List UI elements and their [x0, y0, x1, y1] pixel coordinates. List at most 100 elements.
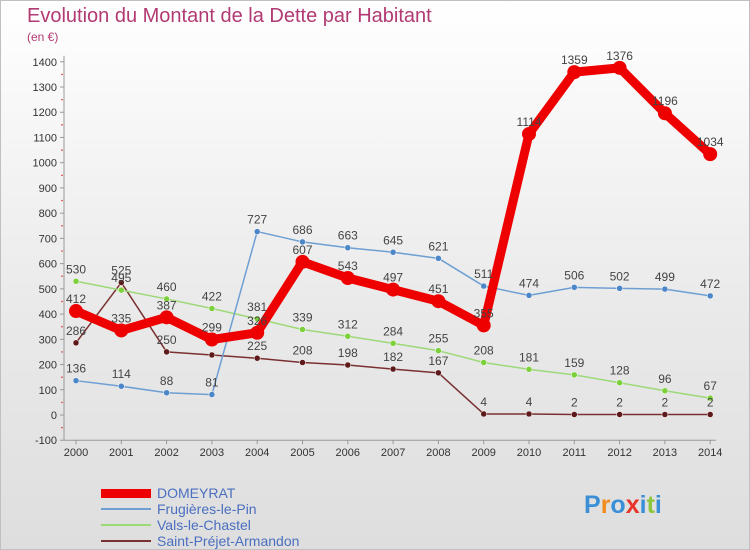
data-point [118, 286, 125, 294]
data-point [612, 60, 627, 75]
data-point [480, 359, 487, 366]
data-label: 67 [704, 379, 718, 393]
data-point [703, 147, 718, 162]
data-label: 530 [66, 262, 86, 276]
y-tick-label: 1300 [33, 82, 57, 94]
data-label: 381 [247, 300, 267, 314]
data-label: 1196 [652, 94, 678, 108]
data-label: 225 [247, 339, 267, 353]
data-label: 339 [292, 310, 312, 324]
legend-swatch-frugieres [101, 508, 151, 510]
data-point [340, 271, 355, 286]
data-label: 2 [662, 395, 669, 409]
data-point [567, 65, 582, 80]
data-label: 451 [428, 282, 448, 296]
data-label: 208 [474, 344, 494, 358]
chart-unit-label: (en €) [27, 30, 59, 44]
data-label: 2 [571, 395, 578, 409]
data-point [72, 377, 80, 384]
data-label: 495 [111, 271, 131, 285]
data-label: 607 [292, 243, 312, 257]
legend-label-vals: Vals-le-Chastel [157, 517, 251, 533]
data-label: 299 [202, 321, 222, 335]
data-point [706, 411, 714, 418]
data-point [522, 126, 536, 141]
y-tick-label: 1000 [33, 158, 57, 170]
logo-letter: t [646, 491, 655, 519]
data-label: 2 [707, 395, 714, 409]
legend-item-vals: Vals-le-Chastel [101, 517, 299, 533]
data-point [118, 279, 125, 286]
y-tick-label: 1100 [33, 132, 57, 144]
data-label: 136 [66, 362, 86, 376]
data-label: 250 [157, 333, 177, 347]
data-point [389, 340, 397, 347]
data-point [616, 379, 623, 386]
data-point [661, 411, 669, 418]
data-label: 511 [474, 267, 493, 281]
data-point [299, 359, 306, 366]
legend-label-saint-prejet: Saint-Préjet-Armandon [157, 533, 300, 549]
data-label: 460 [157, 280, 177, 294]
x-tick-label: 2001 [109, 447, 133, 459]
data-label: 335 [111, 311, 131, 325]
y-tick-label: 700 [39, 233, 57, 245]
data-point [118, 382, 125, 390]
x-tick-label: 2003 [200, 447, 224, 459]
y-minor-tick [61, 149, 63, 151]
data-label: 412 [66, 292, 86, 306]
data-label: 312 [338, 317, 358, 331]
data-label: 1034 [697, 135, 724, 149]
data-label: 286 [66, 324, 86, 338]
data-label: 502 [610, 269, 630, 283]
x-tick-label: 2000 [64, 447, 88, 459]
y-tick-label: 500 [39, 284, 57, 296]
data-point [253, 228, 261, 235]
legend-item-saint-prejet: Saint-Préjet-Armandon [101, 533, 299, 549]
data-point [525, 410, 533, 418]
data-point [69, 304, 83, 319]
data-point [344, 244, 352, 251]
y-minor-tick [61, 174, 63, 177]
data-point [344, 361, 352, 369]
y-tick-label: 1400 [33, 57, 57, 69]
data-label: 474 [519, 276, 539, 290]
legend-item-frugieres: Frugières-le-Pin [101, 501, 299, 517]
data-label: 114 [112, 367, 131, 381]
data-point [706, 292, 714, 300]
logo-letter: x [625, 491, 640, 519]
data-point [208, 305, 216, 312]
data-point [571, 411, 578, 418]
data-label: 506 [564, 268, 584, 282]
data-point [389, 365, 397, 373]
data-label: 326 [247, 314, 267, 328]
x-tick-label: 2009 [471, 447, 495, 459]
y-tick-label: -100 [35, 435, 57, 447]
x-tick-label: 2002 [154, 447, 178, 459]
chart-title: Evolution du Montant de la Dette par Hab… [27, 5, 432, 27]
y-tick-label: 100 [39, 385, 57, 397]
y-minor-tick [61, 250, 63, 252]
x-tick-label: 2006 [336, 447, 360, 459]
data-label: 198 [338, 346, 358, 360]
data-point [616, 285, 623, 292]
proxiti-logo: Proxiti [584, 491, 662, 520]
y-minor-tick [61, 98, 63, 101]
data-point [299, 326, 306, 333]
data-point [706, 394, 714, 402]
data-label: 727 [247, 213, 267, 227]
data-point [253, 315, 261, 323]
data-point [386, 282, 401, 297]
data-point [480, 410, 487, 418]
legend-label-frugieres: Frugières-le-Pin [157, 501, 257, 517]
data-label: 525 [111, 264, 131, 278]
data-point [204, 332, 219, 347]
data-label: 1114 [517, 115, 542, 129]
y-tick-label: 400 [39, 309, 57, 321]
data-label: 1376 [606, 49, 633, 63]
legend-item-domeyrat: DOMEYRAT [101, 485, 299, 501]
x-tick-label: 2011 [562, 447, 586, 459]
data-point [208, 351, 216, 359]
